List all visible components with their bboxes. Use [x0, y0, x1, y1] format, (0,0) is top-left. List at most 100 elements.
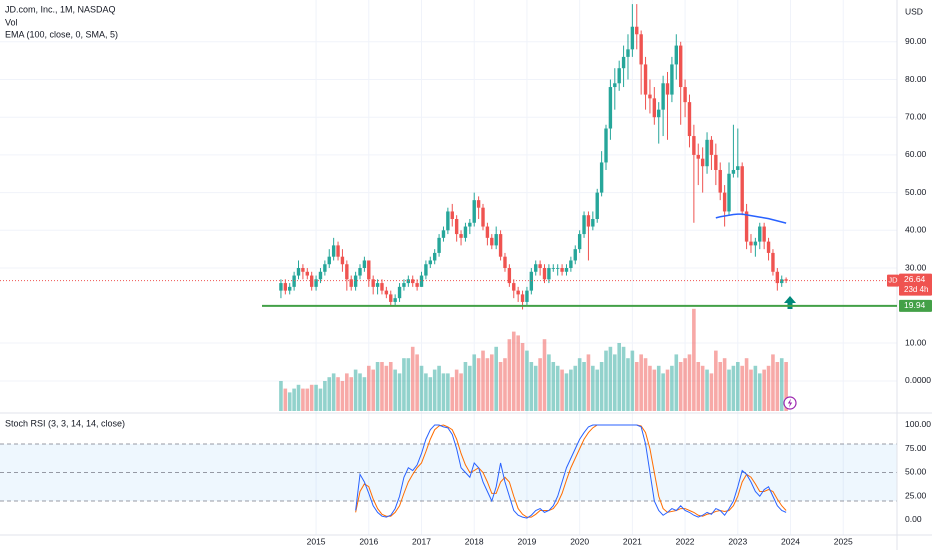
candle-body: [305, 271, 309, 276]
volume-bar: [670, 365, 674, 411]
volume-bar: [529, 361, 534, 411]
x-tick-label: 2020: [570, 536, 589, 546]
candle-body: [766, 241, 771, 253]
support-badge: [899, 299, 932, 312]
volume-bar: [731, 365, 736, 411]
candle-body: [564, 268, 569, 272]
candle-body: [784, 279, 788, 281]
candle-body: [714, 154, 718, 170]
currency-label: USD: [905, 6, 923, 16]
volume-bar: [595, 369, 600, 411]
candle-body: [296, 268, 301, 276]
candle-body: [643, 64, 648, 95]
candle-body: [393, 298, 397, 302]
candle-body: [494, 234, 498, 246]
volume-bar: [569, 369, 573, 411]
candle-body: [538, 264, 542, 269]
candle-body: [362, 260, 367, 269]
volume-bar: [516, 335, 520, 411]
candle-body: [454, 218, 459, 235]
volume-bar: [301, 388, 305, 411]
candle-body: [529, 271, 534, 291]
candle-body: [331, 245, 336, 257]
candle-body: [678, 45, 683, 88]
candle-body: [279, 283, 283, 291]
volume-bar: [441, 373, 446, 411]
candle-body: [345, 264, 349, 280]
volume-bar: [314, 384, 318, 411]
candle-body: [419, 275, 424, 287]
volume-bar: [459, 373, 463, 411]
volume-bar: [520, 343, 525, 411]
stoch-line: [355, 424, 787, 518]
candle-body: [700, 158, 705, 167]
volume-bar: [656, 365, 661, 411]
volume-bar: [674, 354, 679, 411]
volume-bar: [292, 388, 296, 411]
candle-body: [705, 139, 709, 167]
volume-bar: [279, 380, 283, 411]
volume-bar: [494, 346, 498, 411]
volume-bar: [648, 365, 652, 411]
stoch-tick-label: 0.00: [905, 514, 922, 524]
volume-bar: [714, 350, 718, 411]
candle-body: [375, 283, 380, 287]
candle-body: [309, 275, 314, 287]
candle-body: [512, 283, 516, 291]
volume-bar: [498, 361, 503, 411]
last-price-badge: [899, 273, 932, 296]
candle-body: [696, 154, 700, 159]
volume-bar: [331, 373, 336, 411]
candle-body: [490, 237, 494, 246]
candle-body: [327, 256, 331, 265]
volume-bar: [340, 380, 345, 411]
volume-bar: [591, 365, 595, 411]
volume-bar: [608, 346, 613, 411]
candle-body: [775, 271, 780, 284]
candle-body: [626, 49, 630, 57]
candle-body: [670, 64, 674, 95]
candle-body: [437, 237, 441, 253]
x-tick-label: 2023: [728, 536, 747, 546]
x-tick-label: 2016: [359, 536, 378, 546]
volume-bar: [323, 380, 327, 411]
candle-body: [283, 283, 288, 291]
last-price-label: 26.64: [904, 274, 926, 284]
volume-bar: [507, 339, 512, 411]
countdown-label: 23d 4h: [904, 285, 928, 294]
candle-body: [411, 279, 415, 284]
volume-bar: [446, 373, 450, 411]
axes: 2015 2016 2017 2018 2019 2020 2021 2022 2023 2024…: [307, 36, 932, 546]
volume-bar: [555, 365, 560, 411]
candle-body: [288, 286, 292, 291]
volume-bar: [450, 377, 455, 411]
candle-body: [771, 252, 775, 272]
volume-bar: [406, 358, 411, 411]
candle-body: [463, 226, 468, 238]
candle-body: [389, 294, 393, 302]
candle-body: [371, 279, 375, 287]
volume-bar: [481, 350, 485, 411]
volume-bar: [604, 350, 608, 411]
volume-bar: [727, 369, 731, 411]
last-symbol: JD: [888, 276, 898, 285]
candle-body: [503, 256, 507, 269]
candle-body: [753, 241, 758, 246]
candle-body: [468, 222, 472, 227]
x-tick-label: 2018: [465, 536, 484, 546]
candle-body: [630, 26, 635, 50]
volume-bar: [336, 377, 340, 411]
volume-bar: [388, 361, 393, 411]
candle-body: [406, 279, 411, 284]
volume-bar: [643, 358, 648, 411]
candle-body: [718, 169, 722, 193]
candle-body: [428, 260, 432, 265]
volume-bar: [736, 361, 740, 411]
volume-bar: [283, 388, 288, 411]
volume-bar: [393, 369, 397, 411]
candle-body: [424, 264, 428, 276]
y-tick-label: 30.00: [905, 262, 927, 272]
y-tick-label: 60.00: [905, 149, 927, 159]
volume-bar: [366, 365, 371, 411]
candle-body: [349, 279, 353, 287]
